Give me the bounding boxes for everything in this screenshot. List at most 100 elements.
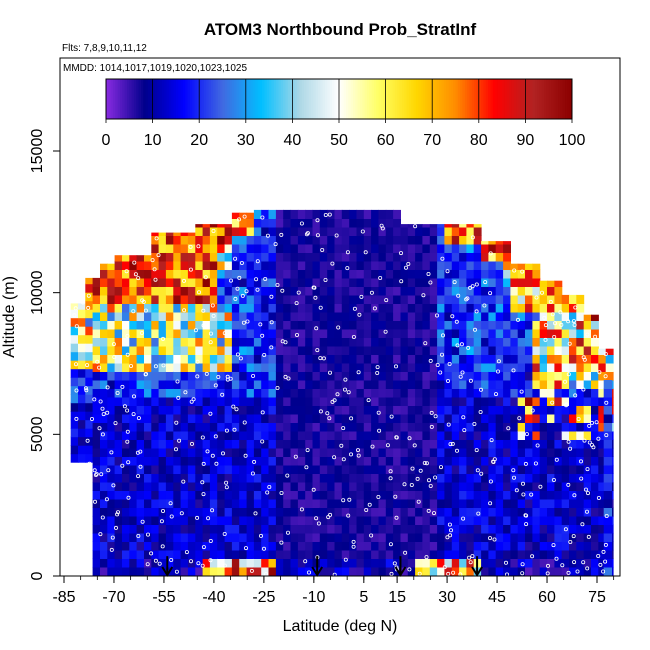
heatmap-cell	[603, 422, 612, 432]
sample-point	[479, 471, 484, 476]
heatmap-cell	[246, 379, 255, 389]
heatmap-cell	[231, 235, 240, 245]
heatmap-cell	[180, 252, 189, 262]
heatmap-cell	[180, 558, 189, 568]
heatmap-cell	[312, 260, 321, 270]
heatmap-cell	[429, 337, 438, 347]
heatmap-cell	[400, 286, 409, 296]
heatmap-cell	[451, 328, 460, 338]
heatmap-cell	[165, 430, 174, 440]
heatmap-cell	[598, 439, 607, 449]
sample-point	[409, 482, 414, 487]
heatmap-cell	[378, 524, 387, 534]
heatmap-cell	[525, 263, 533, 270]
profile-arrow	[161, 556, 174, 577]
heatmap-cell	[151, 260, 160, 270]
heatmap-cell	[466, 532, 475, 542]
sample-point	[175, 379, 180, 384]
heatmap-cell	[341, 243, 350, 253]
heatmap-cell	[554, 558, 563, 568]
heatmap-cell	[583, 430, 592, 440]
heatmap-cell	[444, 226, 453, 236]
heatmap-cell	[517, 354, 526, 364]
heatmap-cell	[459, 243, 467, 253]
heatmap-cell	[378, 498, 387, 508]
heatmap-cell	[444, 224, 453, 228]
heatmap-cell	[158, 524, 167, 534]
sample-point	[126, 495, 131, 500]
colorbar-segment	[518, 79, 522, 119]
heatmap-cell	[195, 558, 204, 568]
heatmap-cell	[591, 379, 599, 389]
heatmap-cell	[202, 294, 211, 304]
colorbar-segment	[411, 79, 415, 119]
sample-point	[552, 334, 557, 339]
sample-point	[550, 400, 555, 405]
colorbar-segment	[497, 79, 501, 119]
heatmap-cell	[341, 396, 350, 406]
heatmap-cell	[473, 549, 482, 559]
heatmap-cell	[444, 439, 453, 449]
heatmap-cell	[451, 524, 460, 534]
heatmap-cell	[429, 524, 438, 534]
heatmap-cell	[327, 481, 336, 491]
sample-point	[313, 295, 318, 300]
heatmap-cell	[312, 405, 321, 415]
heatmap-cell	[554, 337, 563, 347]
heatmap-cell	[415, 456, 423, 466]
heatmap-cell	[407, 430, 416, 440]
heatmap-cell	[187, 303, 196, 313]
sample-point	[243, 546, 248, 551]
heatmap-cell	[603, 499, 612, 508]
heatmap-cell	[451, 456, 460, 466]
heatmap-cell	[202, 507, 211, 517]
heatmap-cell	[393, 388, 401, 398]
heatmap-cell	[451, 532, 460, 542]
heatmap-cell	[158, 320, 167, 330]
heatmap-cell	[327, 362, 336, 372]
heatmap-cell	[209, 558, 218, 568]
heatmap-cell	[437, 337, 445, 347]
heatmap-cell	[334, 371, 343, 381]
heatmap-cell	[209, 439, 218, 449]
heatmap-cell	[209, 337, 218, 347]
heatmap-cell	[122, 439, 130, 449]
heatmap-cell	[246, 396, 255, 406]
heatmap-cell	[144, 311, 152, 321]
heatmap-cell	[583, 473, 592, 483]
heatmap-cell	[268, 422, 277, 432]
sample-point	[529, 492, 534, 497]
heatmap-cell	[539, 362, 548, 372]
heatmap-cell	[451, 345, 460, 355]
heatmap-cell	[246, 328, 255, 338]
heatmap-cell	[92, 498, 101, 508]
heatmap-cell	[356, 354, 365, 364]
sample-point	[280, 288, 285, 293]
heatmap-cell	[407, 354, 416, 364]
heatmap-cell	[349, 260, 358, 270]
heatmap-cell	[334, 294, 343, 304]
sample-point	[468, 378, 473, 383]
heatmap-cell	[85, 453, 94, 463]
heatmap-cell	[231, 549, 240, 559]
heatmap-cell	[268, 405, 277, 415]
sample-point	[483, 280, 488, 285]
colorbar-segment	[133, 79, 137, 119]
sample-point	[314, 326, 319, 331]
heatmap-cell	[437, 515, 445, 525]
heatmap-cell	[429, 507, 438, 517]
heatmap-cell	[576, 396, 585, 406]
heatmap-cell	[532, 430, 541, 440]
heatmap-cell	[363, 226, 372, 236]
heatmap-cell	[459, 541, 467, 551]
heatmap-cell	[305, 439, 314, 449]
heatmap-cell	[495, 490, 504, 500]
heatmap-cell	[92, 354, 101, 364]
heatmap-cell	[444, 328, 453, 338]
heatmap-cell	[576, 566, 585, 576]
colorbar-segment	[115, 79, 119, 119]
heatmap-cell	[356, 447, 365, 457]
heatmap-cell	[378, 354, 387, 364]
heatmap-cell	[107, 473, 116, 483]
heatmap-cell	[525, 269, 533, 279]
